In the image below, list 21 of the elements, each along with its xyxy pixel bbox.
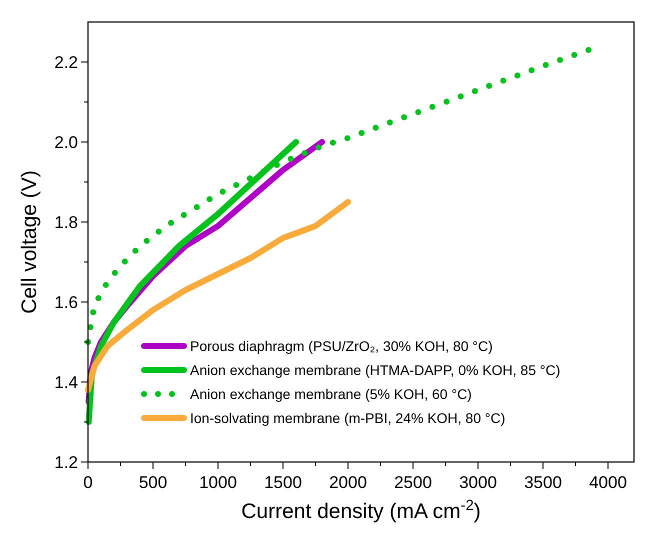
legend-label: Porous diaphragm (PSU/ZrO₂, 30% KOH, 80 °C) bbox=[190, 338, 493, 354]
y-tick-label: 2.2 bbox=[54, 53, 78, 72]
x-tick-label: 3000 bbox=[459, 473, 497, 492]
x-tick-label: 1000 bbox=[199, 473, 237, 492]
x-tick-label: 500 bbox=[138, 473, 168, 492]
x-tick-label: 1500 bbox=[264, 473, 302, 492]
x-axis-title: Current density (mA cm$^{-2}$) bbox=[241, 498, 481, 523]
y-axis-title: Cell voltage (V) bbox=[18, 170, 41, 314]
legend-label: Anion exchange membrane (HTMA-DAPP, 0% KOH, 85 °C) bbox=[190, 362, 560, 378]
x-tick-label: 2500 bbox=[394, 473, 432, 492]
y-tick-label: 1.6 bbox=[54, 293, 78, 312]
legend-label: Ion-solvating membrane (m-PBI, 24% KOH, 80 °C) bbox=[190, 410, 506, 426]
x-tick-label: 2000 bbox=[329, 473, 367, 492]
y-tick-label: 1.2 bbox=[54, 453, 78, 472]
x-tick-label: 4000 bbox=[589, 473, 627, 492]
x-tick-label: 3500 bbox=[524, 473, 562, 492]
y-tick-label: 1.4 bbox=[54, 373, 78, 392]
legend-label: Anion exchange membrane (5% KOH, 60 °C) bbox=[190, 386, 472, 402]
x-tick-label: 0 bbox=[83, 473, 93, 492]
y-tick-label: 2.0 bbox=[54, 133, 78, 152]
y-tick-label: 1.8 bbox=[54, 213, 78, 232]
